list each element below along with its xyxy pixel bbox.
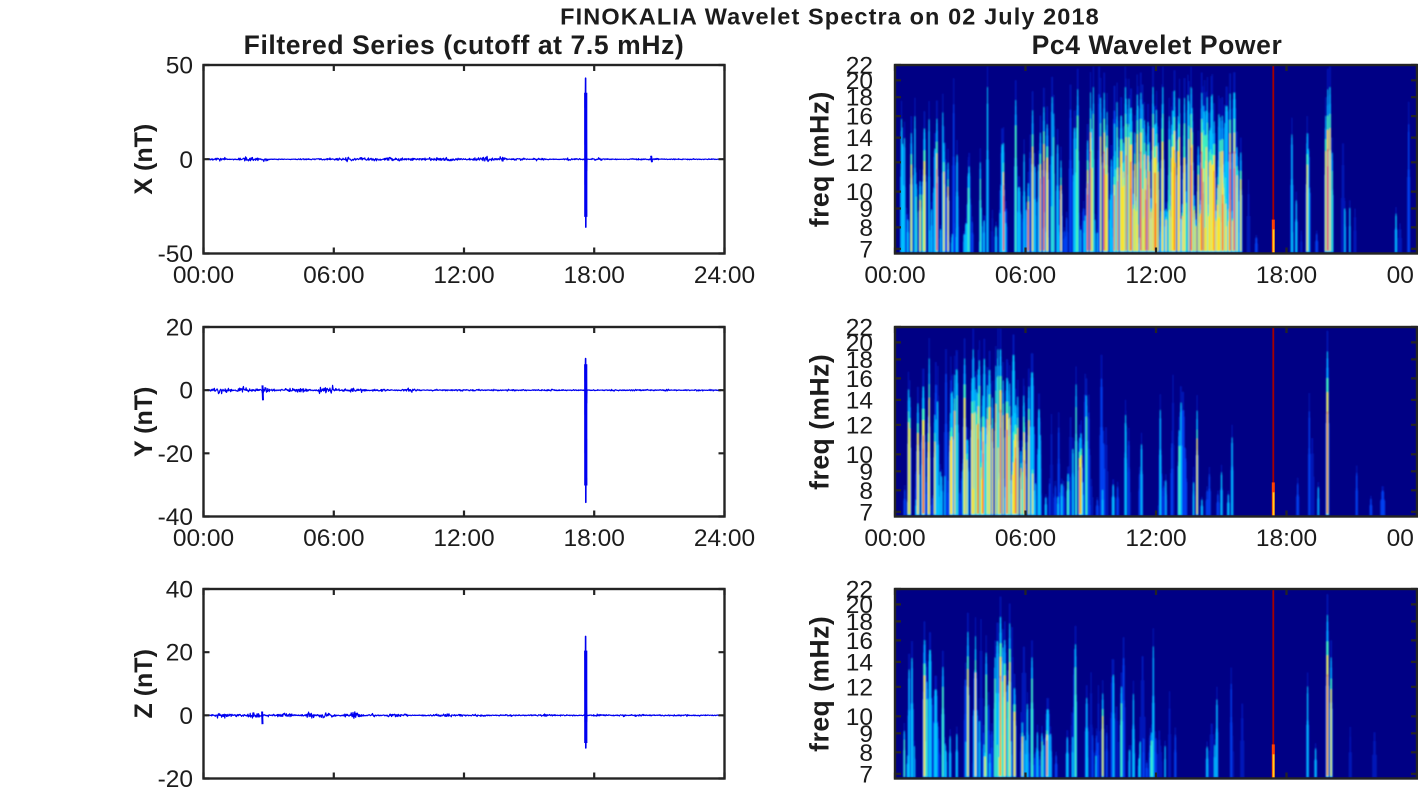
svg-text:7: 7 bbox=[859, 236, 873, 263]
svg-text:12: 12 bbox=[846, 412, 873, 439]
svg-text:18:00: 18:00 bbox=[564, 262, 625, 289]
svg-text:18: 18 bbox=[846, 347, 873, 374]
svg-text:0: 0 bbox=[179, 147, 193, 174]
svg-text:18:00: 18:00 bbox=[1256, 525, 1317, 552]
svg-text:9: 9 bbox=[859, 196, 873, 223]
svg-text:06:00: 06:00 bbox=[995, 525, 1056, 552]
svg-text:16: 16 bbox=[846, 628, 873, 655]
svg-text:22: 22 bbox=[846, 577, 873, 604]
svg-text:0: 0 bbox=[179, 378, 193, 405]
svg-text:freq (mHz): freq (mHz) bbox=[805, 91, 835, 227]
svg-text:00:00: 00:00 bbox=[173, 525, 234, 552]
svg-text:00: 00 bbox=[1387, 525, 1414, 552]
svg-text:12: 12 bbox=[846, 150, 873, 177]
svg-text:00:00: 00:00 bbox=[864, 262, 925, 289]
svg-text:FINOKALIA Wavelet Spectra on 0: FINOKALIA Wavelet Spectra on 02 July 201… bbox=[560, 4, 1100, 30]
svg-text:9: 9 bbox=[859, 721, 873, 748]
svg-text:14: 14 bbox=[846, 649, 873, 676]
svg-text:freq (mHz): freq (mHz) bbox=[805, 354, 835, 490]
svg-text:00: 00 bbox=[1387, 262, 1414, 289]
svg-text:16: 16 bbox=[846, 104, 873, 131]
svg-text:14: 14 bbox=[846, 125, 873, 152]
svg-text:16: 16 bbox=[846, 366, 873, 393]
svg-text:Pc4 Wavelet Power: Pc4 Wavelet Power bbox=[1032, 30, 1283, 60]
svg-text:24:00: 24:00 bbox=[694, 262, 755, 289]
svg-text:7: 7 bbox=[859, 499, 873, 526]
svg-text:18: 18 bbox=[846, 85, 873, 112]
svg-text:12:00: 12:00 bbox=[433, 262, 494, 289]
svg-text:14: 14 bbox=[846, 387, 873, 414]
svg-text:8: 8 bbox=[859, 215, 873, 242]
svg-text:12:00: 12:00 bbox=[1125, 525, 1186, 552]
svg-text:20: 20 bbox=[846, 68, 873, 95]
svg-text:06:00: 06:00 bbox=[303, 525, 364, 552]
svg-text:0: 0 bbox=[179, 703, 193, 730]
svg-text:18:00: 18:00 bbox=[1256, 262, 1317, 289]
svg-text:10: 10 bbox=[846, 704, 873, 731]
svg-text:06:00: 06:00 bbox=[303, 262, 364, 289]
svg-text:-20: -20 bbox=[158, 441, 193, 468]
svg-text:20: 20 bbox=[846, 330, 873, 357]
svg-text:22: 22 bbox=[846, 315, 873, 342]
svg-text:Y (nT): Y (nT) bbox=[130, 387, 158, 457]
svg-text:7: 7 bbox=[859, 761, 873, 788]
svg-text:06:00: 06:00 bbox=[995, 262, 1056, 289]
svg-text:18:00: 18:00 bbox=[564, 525, 625, 552]
svg-text:50: 50 bbox=[166, 53, 193, 80]
svg-text:10: 10 bbox=[846, 179, 873, 206]
svg-text:Z (nT): Z (nT) bbox=[130, 649, 158, 718]
svg-text:20: 20 bbox=[166, 315, 193, 342]
svg-text:12:00: 12:00 bbox=[433, 525, 494, 552]
svg-text:X (nT): X (nT) bbox=[130, 124, 158, 195]
svg-text:8: 8 bbox=[859, 740, 873, 767]
svg-text:40: 40 bbox=[166, 577, 193, 604]
svg-text:9: 9 bbox=[859, 459, 873, 486]
svg-text:22: 22 bbox=[846, 53, 873, 80]
svg-text:00:00: 00:00 bbox=[173, 262, 234, 289]
svg-text:12:00: 12:00 bbox=[1125, 262, 1186, 289]
svg-text:-40: -40 bbox=[158, 504, 193, 531]
svg-text:20: 20 bbox=[846, 592, 873, 619]
svg-text:00:00: 00:00 bbox=[864, 525, 925, 552]
svg-text:Filtered Series (cutoff at 7.5: Filtered Series (cutoff at 7.5 mHz) bbox=[244, 30, 685, 60]
svg-text:20: 20 bbox=[166, 640, 193, 667]
svg-text:freq (mHz): freq (mHz) bbox=[805, 616, 835, 752]
svg-text:8: 8 bbox=[859, 478, 873, 505]
svg-text:24:00: 24:00 bbox=[694, 525, 755, 552]
svg-text:10: 10 bbox=[846, 442, 873, 469]
svg-text:18: 18 bbox=[846, 609, 873, 636]
svg-text:-50: -50 bbox=[158, 241, 193, 268]
svg-text:-20: -20 bbox=[158, 766, 193, 788]
svg-text:12: 12 bbox=[846, 674, 873, 701]
